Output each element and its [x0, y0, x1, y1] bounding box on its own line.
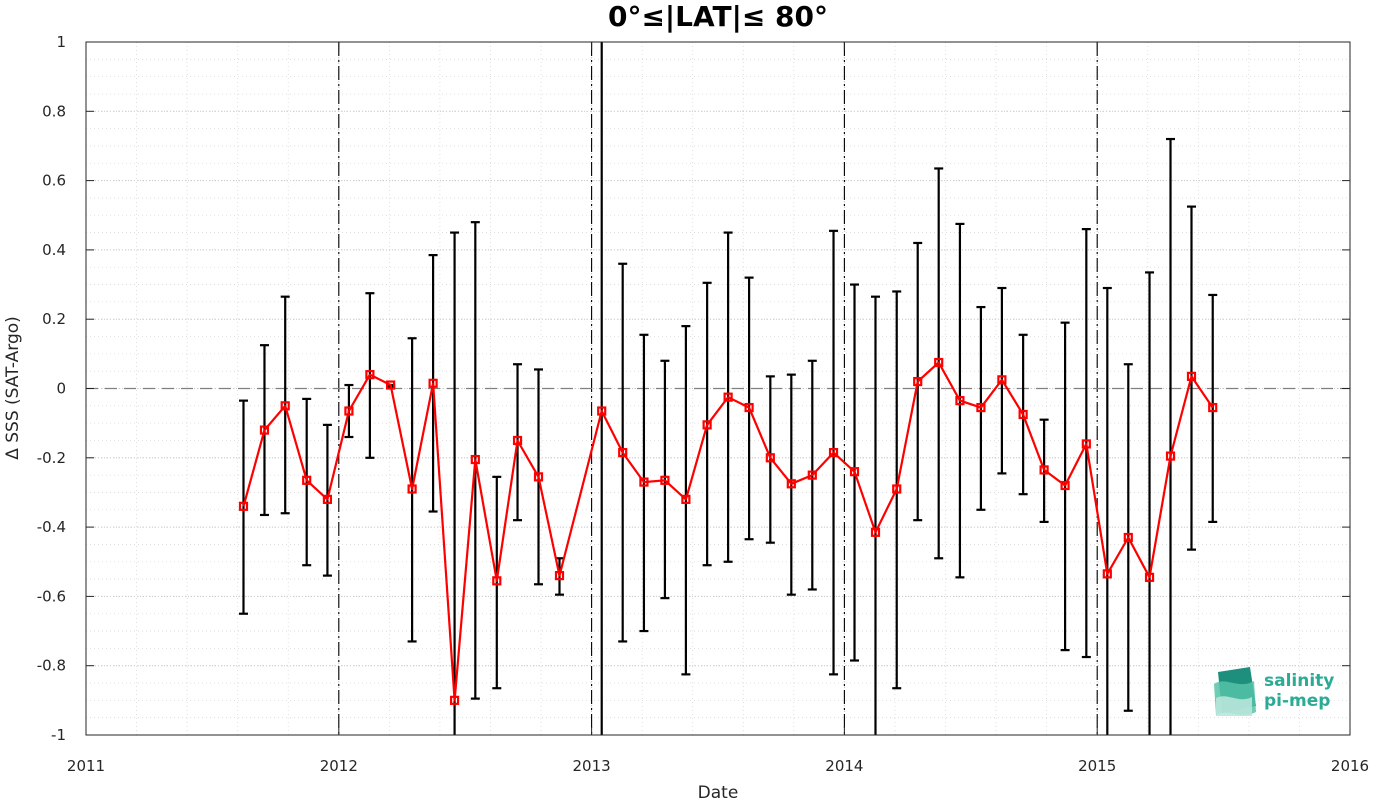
data-point: [238, 501, 249, 511]
data-point: [639, 477, 649, 487]
y-tick-label: 1: [56, 33, 66, 51]
data-point: [913, 376, 923, 387]
data-point: [660, 475, 670, 485]
data-point: [365, 370, 375, 380]
data-point: [892, 484, 902, 494]
data-point: [681, 494, 691, 504]
data-point: [702, 420, 712, 430]
data-point: [1123, 532, 1133, 543]
error-bar: [492, 475, 502, 690]
data-point: [1102, 569, 1112, 579]
y-tick-label: -0.6: [37, 587, 66, 605]
data-point: [259, 425, 270, 435]
data-point: [997, 375, 1007, 385]
data-point: [470, 454, 480, 465]
data-point: [492, 576, 502, 586]
data-point: [934, 357, 944, 368]
y-axis-ticks: 1 0.8 0.6 0.4 0.2 0 -0.2 -0.4 -0.6 -0.8 -1: [37, 33, 1350, 744]
data-point: [344, 406, 354, 416]
x-tick-label: 2015: [1078, 757, 1116, 775]
x-axis-label: Date: [698, 783, 739, 801]
data-point: [849, 467, 860, 477]
y-tick-label: 0: [56, 380, 66, 398]
data-point: [449, 695, 460, 705]
data-point: [765, 453, 775, 463]
y-tick-label: -0.4: [37, 518, 66, 536]
error-bar: [1145, 271, 1155, 735]
data-point: [744, 402, 754, 413]
data-point: [828, 448, 839, 458]
data-point: [870, 527, 881, 537]
y-tick-label: 0.8: [42, 102, 66, 120]
data-point: [807, 470, 817, 480]
data-point: [618, 448, 628, 458]
data-point: [1208, 402, 1218, 413]
data-point: [955, 396, 965, 406]
data-point: [1165, 451, 1176, 461]
x-axis-ticks: 2011 2012 2013 2014 2015 2016: [67, 42, 1369, 775]
error-bar: [870, 295, 880, 735]
data-point: [1018, 409, 1028, 420]
y-tick-label: 0.6: [42, 172, 66, 190]
salinity-pi-mep-logo: salinity pi-mep: [1214, 667, 1334, 716]
error-bar: [450, 231, 460, 735]
data-point: [407, 484, 417, 494]
chart-title: 0°≤|LAT|≤ 80°: [608, 0, 828, 33]
y-tick-label: -1: [51, 726, 66, 744]
series-line: [242, 361, 1214, 702]
y-axis-label: Δ SSS (SAT-Argo): [3, 316, 23, 460]
data-point: [1060, 480, 1070, 491]
y-tick-label: 0.4: [42, 241, 66, 259]
data-point: [512, 435, 523, 446]
logo-text-salinity: salinity: [1264, 671, 1334, 691]
data-point: [976, 402, 986, 413]
x-tick-label: 2016: [1331, 757, 1369, 775]
x-tick-label: 2013: [573, 757, 611, 775]
error-bar: [238, 399, 248, 615]
data-point: [322, 494, 333, 504]
data-point: [1039, 465, 1049, 475]
error-bar: [1102, 286, 1112, 735]
data-point: [786, 479, 796, 489]
x-tick-label: 2012: [320, 757, 358, 775]
data-point: [280, 401, 290, 411]
error-bar: [1166, 137, 1176, 735]
x-tick-label: 2011: [67, 757, 105, 775]
data-point: [723, 392, 733, 402]
data-point: [386, 380, 396, 390]
y-tick-label: -0.8: [37, 657, 66, 675]
data-point: [428, 378, 438, 388]
data-point: [597, 406, 607, 416]
series: [238, 357, 1218, 705]
data-point: [302, 475, 312, 485]
x-tick-label: 2014: [825, 757, 863, 775]
data-point: [533, 472, 544, 482]
wave-logo-icon: [1214, 667, 1256, 716]
logo-text-pi-mep: pi-mep: [1264, 691, 1330, 711]
data-point: [554, 571, 565, 581]
data-point: [1144, 572, 1155, 582]
error-bar: [1208, 293, 1218, 524]
y-tick-label: 0.2: [42, 310, 66, 328]
y-tick-label: -0.2: [37, 449, 66, 467]
data-point: [1186, 371, 1197, 381]
error-bar: [302, 397, 312, 567]
data-point: [1081, 439, 1091, 449]
